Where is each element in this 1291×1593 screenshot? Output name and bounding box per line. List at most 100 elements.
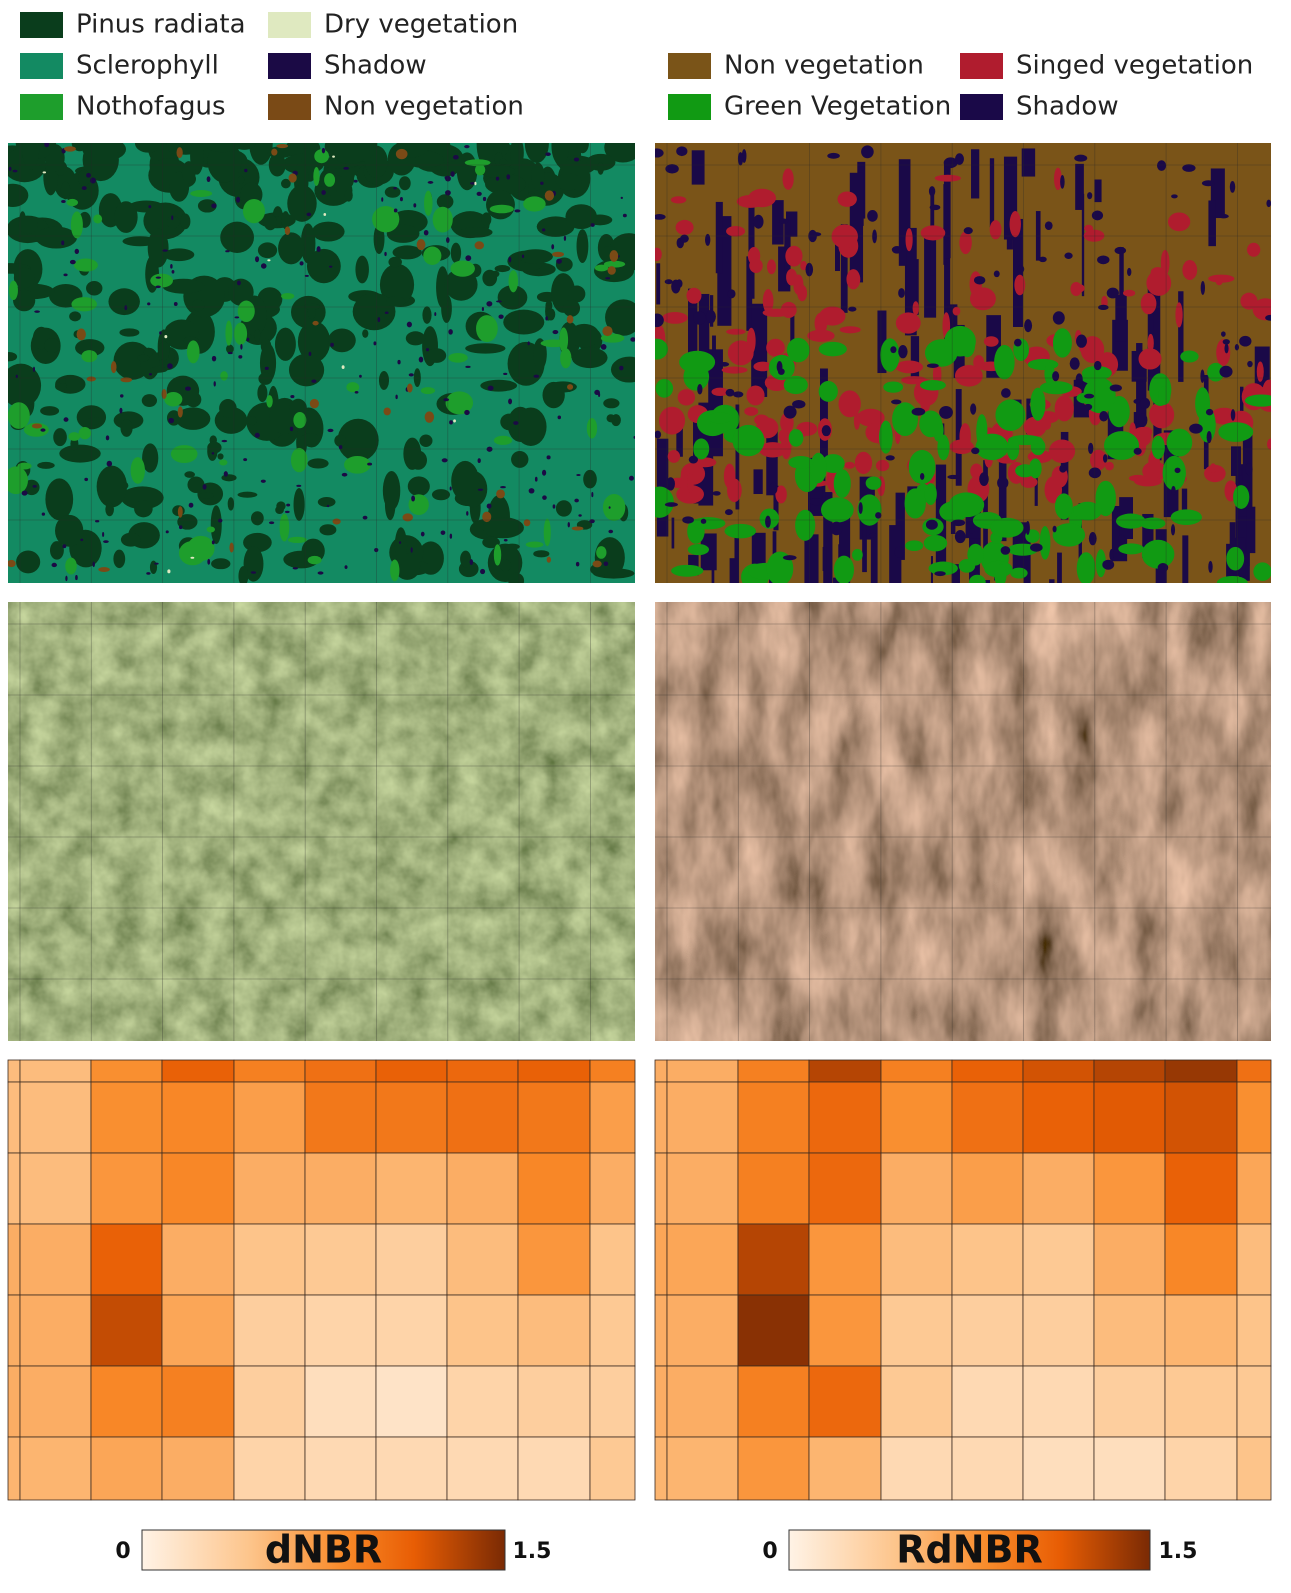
map-texture <box>1158 386 1171 405</box>
map-texture <box>901 376 927 385</box>
map-texture <box>1245 463 1253 476</box>
heatmap-cell <box>304 1081 377 1154</box>
map-texture <box>924 483 937 505</box>
map-texture <box>518 249 553 264</box>
map-texture <box>170 445 198 463</box>
map-texture <box>712 491 721 496</box>
map-texture <box>31 423 43 429</box>
map-texture <box>1088 467 1102 479</box>
map-texture <box>605 277 611 280</box>
map-texture <box>167 569 171 574</box>
map-texture <box>1106 287 1119 299</box>
map-texture <box>1218 214 1229 219</box>
map-texture <box>1083 229 1105 242</box>
map-texture <box>426 348 447 363</box>
map-texture <box>1246 242 1261 257</box>
heatmap-cell <box>90 1059 163 1083</box>
map-texture <box>197 199 217 213</box>
map-texture <box>8 280 18 301</box>
heatmap-cell <box>951 1081 1024 1154</box>
map-texture <box>924 233 937 318</box>
heatmap-cell <box>880 1059 953 1083</box>
map-texture <box>1102 454 1108 463</box>
map-texture <box>211 203 217 209</box>
map-texture <box>523 519 531 527</box>
map-texture <box>324 173 336 187</box>
map-texture <box>1009 210 1021 238</box>
map-texture <box>840 224 848 313</box>
map-texture <box>608 529 614 534</box>
map-texture <box>142 443 159 473</box>
map-texture <box>773 485 779 531</box>
map-texture <box>207 143 242 183</box>
map-texture <box>413 368 421 387</box>
map-texture <box>75 339 105 357</box>
map-texture <box>449 420 453 425</box>
heatmap-cell <box>161 1081 235 1154</box>
map-texture <box>833 555 855 583</box>
map-texture <box>119 328 140 337</box>
map-texture <box>311 379 317 383</box>
map-texture <box>821 425 831 437</box>
map-texture <box>159 331 162 335</box>
map-texture <box>32 366 36 373</box>
map-texture <box>510 143 524 169</box>
map-texture <box>186 340 200 364</box>
map-texture <box>482 511 492 523</box>
heatmap-cell <box>1022 1059 1095 1083</box>
map-texture <box>78 169 90 187</box>
map-texture <box>528 488 535 494</box>
map-texture <box>928 186 936 197</box>
legend-label: Non vegetation <box>724 51 924 81</box>
heatmap-cell <box>446 1081 519 1154</box>
heatmap-cell <box>1093 1223 1166 1296</box>
map-texture <box>655 214 666 220</box>
map-texture <box>967 543 984 566</box>
map-texture <box>173 301 178 307</box>
map-texture <box>576 229 589 264</box>
map-texture <box>545 152 551 157</box>
map-texture <box>263 214 277 231</box>
map-texture <box>920 225 946 241</box>
map-texture <box>1081 193 1085 297</box>
map-texture <box>748 188 776 208</box>
map-texture <box>44 143 50 148</box>
map-texture <box>254 432 260 438</box>
heatmap-cell <box>737 1152 810 1225</box>
map-texture <box>486 503 492 509</box>
map-texture <box>237 300 255 323</box>
map-texture <box>776 361 783 373</box>
map-texture <box>495 176 500 181</box>
map-texture <box>560 348 572 369</box>
map-texture <box>983 336 999 347</box>
map-texture <box>853 411 860 430</box>
map-texture <box>422 306 432 324</box>
map-texture <box>1233 485 1250 509</box>
map-texture <box>766 429 778 496</box>
heatmap-cell <box>233 1059 306 1083</box>
map-texture <box>786 337 810 363</box>
map-texture <box>786 211 798 237</box>
map-texture <box>1093 360 1102 371</box>
map-texture <box>291 143 319 149</box>
map-texture <box>236 196 241 203</box>
map-texture <box>830 521 843 536</box>
map-texture <box>226 344 234 354</box>
map-texture <box>937 434 950 461</box>
map-texture <box>908 449 936 485</box>
map-texture <box>293 488 305 521</box>
map-texture <box>747 246 761 265</box>
map-texture <box>955 389 962 486</box>
map-texture <box>149 560 158 574</box>
map-texture <box>1133 447 1142 455</box>
map-texture <box>954 365 983 387</box>
map-texture <box>191 299 205 312</box>
map-texture <box>596 546 607 559</box>
map-texture <box>465 343 506 354</box>
heatmap-cell <box>880 1223 953 1296</box>
map-texture <box>1208 560 1213 573</box>
map-texture <box>234 316 240 319</box>
map-texture <box>970 463 983 479</box>
map-texture <box>1102 559 1115 570</box>
map-texture <box>388 256 402 268</box>
